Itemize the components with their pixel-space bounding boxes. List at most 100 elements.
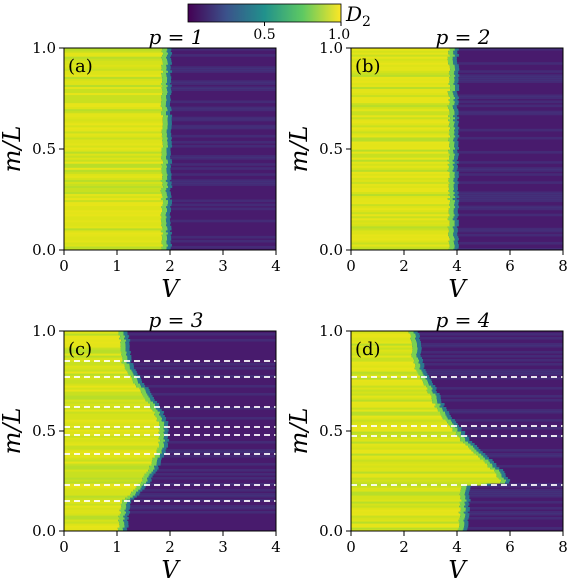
strip-transition [419,367,424,370]
strip-delocalized [351,58,448,61]
strip-transition [138,483,144,486]
strip-transition [161,239,167,243]
strip-transition [448,151,454,154]
strip-transition [161,419,166,422]
strip-transition [164,423,169,426]
strip-transition [162,237,168,241]
strip-transition [152,459,158,462]
strip-transition [465,515,470,518]
strip-delocalized [64,80,163,83]
strip-transition [455,84,460,87]
strip-delocalized [64,159,163,162]
strip-delocalized [64,347,121,350]
strip-transition [149,465,155,468]
strip-localized [127,333,276,336]
strip-transition [465,439,470,442]
strip-transition [167,88,172,92]
strip-localized [457,62,563,65]
strip-delocalized [351,341,412,344]
strip-delocalized [64,359,123,362]
strip-transition [166,64,171,67]
strip-delocalized [351,179,449,182]
strip-localized [456,197,563,201]
strip-transition [461,431,466,434]
strip-transition [165,217,170,221]
strip-delocalized [351,379,423,382]
strip-transition [162,136,168,140]
strip-transition [156,463,161,466]
strip-transition [119,513,125,516]
strip-delocalized [351,515,461,518]
strip-transition [454,142,459,146]
strip-transition [162,78,168,81]
strip-transition [162,92,168,96]
strip-transition [163,185,169,188]
strip-delocalized [64,146,162,150]
strip-delocalized [64,373,129,376]
strip-transition [165,211,170,215]
strip-transition [464,525,469,528]
strip-transition [162,88,168,92]
strip-localized [457,207,563,211]
strip-delocalized [351,509,461,512]
strip-transition [167,173,172,176]
strip-localized [458,161,563,164]
strip-localized [459,74,563,77]
strip-delocalized [351,205,450,209]
strip-transition [423,383,429,386]
strip-transition [150,403,156,406]
strip-transition [453,114,458,118]
panel-title: p = 3 [149,308,204,332]
strip-delocalized [64,343,121,346]
strip-delocalized [64,110,162,114]
strip-transition [423,373,428,376]
strip-localized [459,96,563,100]
strip-localized [458,70,563,73]
strip-delocalized [64,229,161,233]
strip-delocalized [351,415,442,418]
strip-transition [448,233,454,237]
strip-delocalized [64,197,161,201]
strip-transition [163,441,168,444]
strip-transition [431,385,436,388]
strip-transition [167,235,172,239]
strip-transition [414,359,420,362]
strip-localized [458,100,563,104]
strip-delocalized [351,159,448,162]
strip-transition [166,167,171,170]
strip-transition [453,207,458,211]
strip-transition [453,231,458,235]
strip-delocalized [64,449,157,452]
strip-localized [456,104,563,108]
strip-delocalized [351,130,450,134]
strip-transition [161,221,167,225]
strip-transition [454,144,459,148]
strip-transition [161,128,167,132]
strip-localized [165,449,276,452]
strip-transition [454,48,459,51]
strip-localized [170,86,276,89]
strip-transition [161,153,167,156]
strip-localized [468,501,563,504]
strip-delocalized [351,505,460,508]
strip-transition [448,167,454,170]
strip-transition [474,447,479,450]
strip-transition [463,441,469,444]
strip-transition [118,331,124,334]
strip-transition [140,487,145,490]
strip-transition [125,347,130,350]
strip-transition [459,493,465,496]
strip-transition [460,513,466,516]
strip-transition [129,365,134,368]
strip-transition [157,409,162,412]
strip-transition [154,467,159,470]
strip-delocalized [64,64,162,67]
strip-delocalized [351,511,459,514]
strip-transition [166,110,171,114]
strip-delocalized [64,413,155,416]
strip-delocalized [351,507,461,510]
strip-transition [454,223,459,227]
strip-transition [449,142,455,146]
strip-transition [167,120,172,124]
strip-transition [140,389,146,392]
